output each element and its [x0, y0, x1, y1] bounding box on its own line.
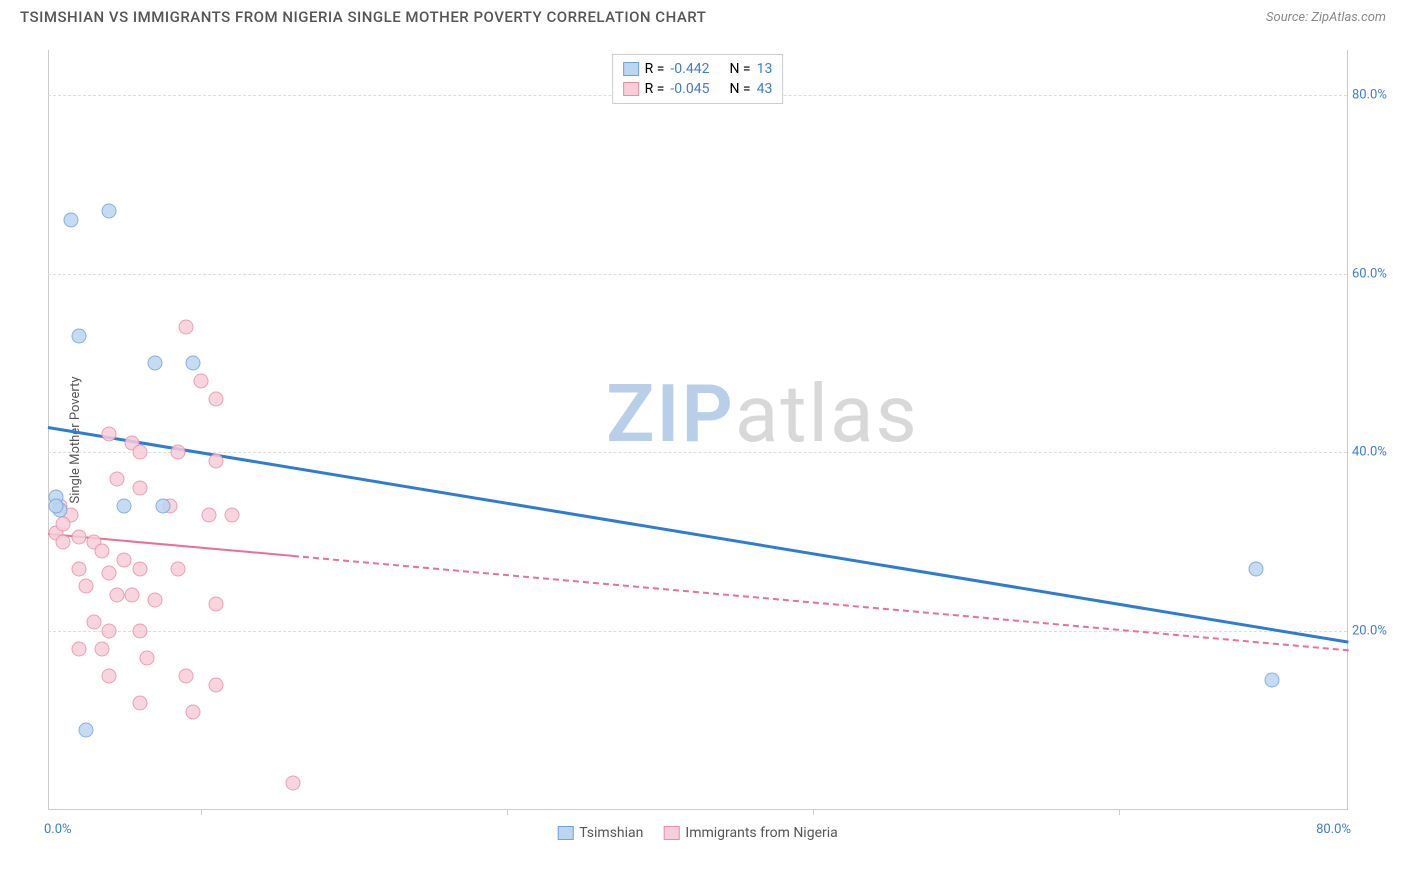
chart-header: TSIMSHIAN VS IMMIGRANTS FROM NIGERIA SIN…: [0, 0, 1406, 30]
data-point: [285, 776, 300, 791]
r-label: R =: [645, 81, 665, 97]
data-point: [71, 530, 86, 545]
data-point: [117, 552, 132, 567]
data-point: [178, 320, 193, 335]
data-point: [132, 481, 147, 496]
data-point: [186, 355, 201, 370]
x-tick: [1119, 809, 1120, 815]
series-legend: Tsimshian Immigrants from Nigeria: [557, 825, 838, 841]
data-point: [1264, 673, 1279, 688]
data-point: [56, 534, 71, 549]
data-point: [132, 624, 147, 639]
data-point: [94, 642, 109, 657]
y-tick-label: 40.0%: [1352, 445, 1397, 460]
chart-title: TSIMSHIAN VS IMMIGRANTS FROM NIGERIA SIN…: [20, 8, 706, 26]
trend-line: [48, 426, 1348, 643]
x-tick: [813, 809, 814, 815]
gridline: [48, 274, 1347, 275]
legend-label-series-1: Tsimshian: [579, 825, 643, 841]
data-point: [209, 677, 224, 692]
data-point: [94, 543, 109, 558]
data-point: [140, 651, 155, 666]
n-label: N =: [729, 61, 750, 77]
source-attribution: Source: ZipAtlas.com: [1266, 10, 1386, 25]
data-point: [117, 499, 132, 514]
data-point: [209, 454, 224, 469]
data-point: [63, 212, 78, 227]
data-point: [155, 499, 170, 514]
data-point: [148, 355, 163, 370]
x-axis-min-label: 0.0%: [44, 822, 72, 837]
watermark-bold: ZIP: [606, 367, 735, 461]
data-point: [125, 588, 140, 603]
n-value-series-1: 13: [757, 61, 773, 77]
r-value-series-2: -0.045: [670, 81, 709, 97]
data-point: [1249, 561, 1264, 576]
data-point: [71, 561, 86, 576]
data-point: [193, 373, 208, 388]
swatch-series-1: [557, 826, 573, 840]
watermark-light: atlas: [735, 367, 919, 461]
data-point: [79, 722, 94, 737]
swatch-series-2: [623, 82, 639, 96]
data-point: [186, 704, 201, 719]
r-value-series-1: -0.442: [670, 61, 709, 77]
watermark: ZIPatlas: [606, 367, 919, 461]
plot-area: ZIPatlas R = -0.442 N = 13 R = -0.045 N …: [48, 50, 1348, 810]
data-point: [148, 592, 163, 607]
correlation-chart: Single Mother Poverty ZIPatlas R = -0.44…: [48, 50, 1388, 830]
data-point: [178, 668, 193, 683]
y-tick-label: 20.0%: [1352, 624, 1397, 639]
data-point: [86, 615, 101, 630]
data-point: [209, 391, 224, 406]
y-tick-label: 60.0%: [1352, 266, 1397, 281]
data-point: [102, 668, 117, 683]
legend-row-series-1: R = -0.442 N = 13: [623, 59, 773, 79]
legend-item-series-1: Tsimshian: [557, 825, 643, 841]
r-label: R =: [645, 61, 665, 77]
legend-row-series-2: R = -0.045 N = 43: [623, 79, 773, 99]
data-point: [171, 561, 186, 576]
legend-label-series-2: Immigrants from Nigeria: [685, 825, 837, 841]
data-point: [102, 566, 117, 581]
data-point: [132, 695, 147, 710]
data-point: [132, 445, 147, 460]
legend-item-series-2: Immigrants from Nigeria: [663, 825, 837, 841]
correlation-legend: R = -0.442 N = 13 R = -0.045 N = 43: [612, 54, 784, 104]
data-point: [201, 507, 216, 522]
data-point: [71, 329, 86, 344]
swatch-series-1: [623, 62, 639, 76]
y-axis-line: [48, 50, 49, 809]
data-point: [79, 579, 94, 594]
data-point: [48, 499, 63, 514]
data-point: [132, 561, 147, 576]
data-point: [102, 203, 117, 218]
data-point: [209, 597, 224, 612]
gridline: [48, 452, 1347, 453]
data-point: [109, 588, 124, 603]
data-point: [171, 445, 186, 460]
y-tick-label: 80.0%: [1352, 87, 1397, 102]
n-value-series-2: 43: [757, 81, 773, 97]
data-point: [102, 624, 117, 639]
x-tick: [201, 809, 202, 815]
x-axis-max-label: 80.0%: [1316, 822, 1351, 837]
trend-line: [293, 555, 1348, 651]
x-tick: [507, 809, 508, 815]
swatch-series-2: [663, 826, 679, 840]
data-point: [56, 516, 71, 531]
data-point: [224, 507, 239, 522]
n-label: N =: [729, 81, 750, 97]
data-point: [109, 472, 124, 487]
data-point: [71, 642, 86, 657]
data-point: [102, 427, 117, 442]
